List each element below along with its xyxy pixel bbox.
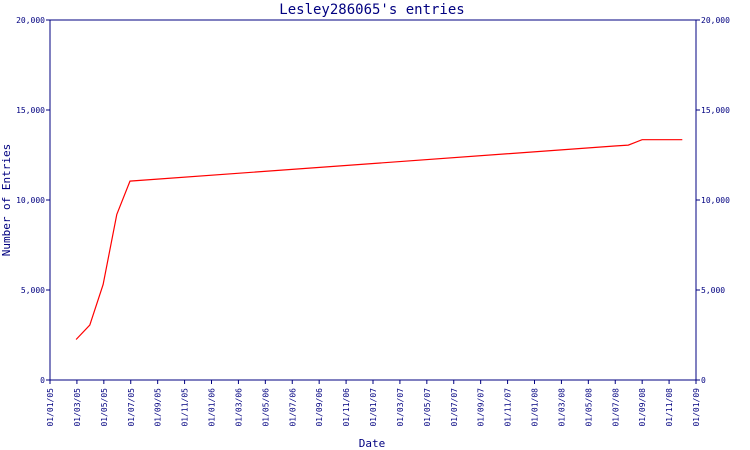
- x-tick-label: 01/11/05: [181, 388, 190, 427]
- x-tick-label: 01/09/08: [638, 388, 647, 427]
- x-tick-label: 01/01/06: [208, 388, 217, 427]
- y-tick-label-left: 5,000: [21, 286, 45, 295]
- x-tick-label: 01/09/06: [315, 388, 324, 427]
- y-axis-title: Number of Entries: [0, 144, 13, 257]
- x-tick-label: 01/11/08: [665, 388, 674, 427]
- y-tick-label-left: 0: [40, 376, 45, 385]
- x-tick-label: 01/01/09: [692, 388, 701, 427]
- x-tick-label: 01/07/06: [288, 388, 297, 427]
- x-tick-label: 01/11/07: [504, 388, 513, 427]
- x-tick-label: 01/01/05: [46, 388, 55, 427]
- x-tick-label: 01/01/08: [531, 388, 540, 427]
- y-tick-label-right: 15,000: [701, 106, 730, 115]
- y-tick-label-right: 20,000: [701, 16, 730, 25]
- axes: [49, 19, 697, 381]
- y-tick-label-left: 10,000: [16, 196, 45, 205]
- y-tick-label-right: 5,000: [701, 286, 725, 295]
- y-tick-label-right: 10,000: [701, 196, 730, 205]
- x-tick-label: 01/05/05: [100, 388, 109, 427]
- x-tick-label: 01/07/07: [450, 388, 459, 427]
- x-tick-label: 01/11/06: [342, 388, 351, 427]
- y-tick-label-left: 20,000: [16, 16, 45, 25]
- ticks: 0 0 5,000 5,000 10,000 10,000 15,000 15,000 20,0…: [16, 16, 730, 427]
- y-tick-label-right: 0: [701, 376, 706, 385]
- x-tick-label: 01/01/07: [369, 388, 378, 427]
- x-tick-label: 01/03/05: [73, 388, 82, 427]
- x-tick-label: 01/07/05: [127, 388, 136, 427]
- x-tick-label: 01/05/08: [584, 388, 593, 427]
- x-tick-label: 01/09/07: [477, 388, 486, 427]
- x-tick-label: 01/05/06: [261, 388, 270, 427]
- x-tick-label: 01/05/07: [423, 388, 432, 427]
- chart-title: Lesley286065's entries: [279, 2, 464, 18]
- series-layer: [75, 139, 683, 340]
- x-tick-label: 01/07/08: [611, 388, 620, 427]
- x-tick-label: 01/03/07: [396, 388, 405, 427]
- y-tick-label-left: 15,000: [16, 106, 45, 115]
- x-tick-label: 01/09/05: [154, 388, 163, 427]
- entries-series-line: [75, 139, 683, 340]
- x-tick-label: 01/03/08: [557, 388, 566, 427]
- x-axis-title: Date: [359, 437, 386, 450]
- x-tick-label: 01/03/06: [234, 388, 243, 427]
